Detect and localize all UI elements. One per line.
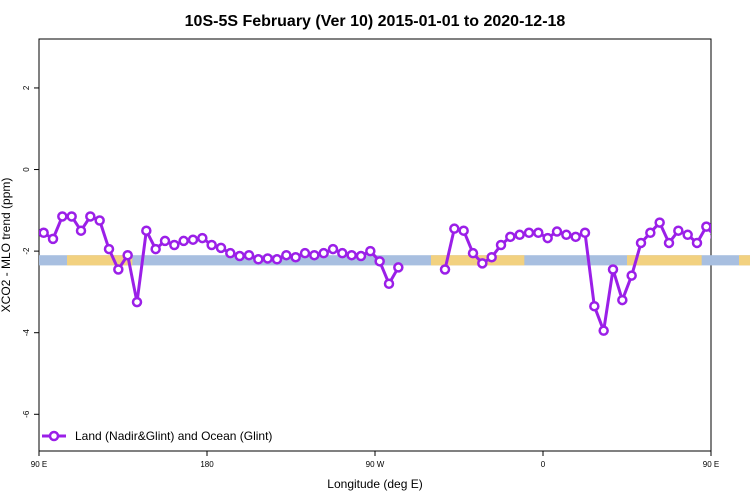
plot-frame (38, 38, 712, 452)
data-point (243, 249, 255, 261)
data-point (740, 227, 748, 235)
data-point (682, 229, 693, 241)
x-tick-label: 180 (200, 460, 214, 469)
legend-label: Land (Nadir&Glint) and Ocean (Glint) (75, 429, 272, 443)
data-point (505, 231, 516, 243)
data-point (458, 225, 469, 236)
data-point (701, 221, 711, 232)
plot-area (38, 38, 750, 452)
data-point (318, 247, 329, 259)
legend: Land (Nadir&Glint) and Ocean (Glint) (42, 429, 272, 443)
data-point (598, 325, 609, 336)
data-point (570, 231, 581, 243)
data-point (94, 215, 105, 226)
data-point (187, 234, 199, 245)
data-point (721, 235, 729, 243)
data-point (75, 225, 87, 236)
series-line (443, 221, 711, 333)
data-point (262, 253, 273, 264)
data-point (617, 294, 628, 306)
land-band-segment (67, 255, 133, 266)
data-point (654, 217, 665, 228)
data-point (730, 243, 738, 251)
data-point (103, 243, 115, 255)
x-tick-label: 0 (541, 460, 546, 469)
x-tick-label: 90 W (366, 460, 385, 469)
data-point (206, 239, 217, 251)
legend-marker-swatch (48, 430, 60, 442)
data-point (365, 245, 376, 257)
data-point (57, 211, 68, 222)
data-point (290, 251, 301, 263)
data-point (635, 237, 647, 249)
data-point (710, 234, 711, 240)
data-point (374, 256, 385, 267)
y-tick-label: 0 (22, 167, 31, 172)
data-point (122, 249, 133, 261)
data-point (150, 243, 161, 255)
y-tick-label: 2 (22, 85, 31, 90)
data-point (663, 237, 675, 249)
data-point (215, 242, 227, 254)
data-point (39, 227, 49, 239)
data-point (551, 226, 563, 237)
y-tick-label: -2 (22, 247, 31, 255)
data-point (589, 300, 600, 312)
data-point (561, 229, 572, 241)
data-point (66, 211, 77, 222)
x-axis-ticks: 90 E 180 90 W 0 90 E (31, 451, 719, 469)
data-point (439, 264, 451, 275)
data-point (327, 243, 339, 255)
chart-title: 10S-5S February (Ver 10) 2015-01-01 to 2… (185, 13, 566, 30)
data-point (495, 239, 507, 251)
data-point (673, 225, 684, 236)
land-band-segment (627, 255, 702, 266)
data-point (523, 227, 535, 239)
data-point (131, 296, 143, 308)
land-band-segment (739, 255, 750, 266)
data-point (141, 225, 152, 236)
data-point (477, 258, 488, 269)
data-point (299, 247, 311, 259)
data-point (514, 229, 525, 241)
y-axis-ticks: 2 0 -2 -4 -6 (22, 85, 39, 418)
data-point (85, 211, 96, 222)
data-point (197, 232, 208, 244)
data-point (355, 250, 367, 262)
data-point (337, 247, 348, 259)
data-point (271, 254, 283, 265)
data-point (691, 237, 703, 249)
data-point (113, 264, 124, 275)
data-point (645, 227, 656, 239)
data-point (234, 250, 245, 262)
x-tick-label: 90 E (31, 460, 47, 469)
data-point (253, 254, 264, 265)
data-point (607, 264, 619, 275)
ocean-band (39, 255, 750, 266)
y-tick-label: -4 (22, 329, 31, 337)
x-axis-label: Longitude (deg E) (327, 477, 422, 491)
data-point (393, 262, 404, 273)
y-tick-label: -6 (22, 410, 31, 418)
data-point (383, 278, 395, 290)
x-tick-label: 90 E (703, 460, 719, 469)
data-point (626, 270, 637, 281)
data-point (346, 249, 357, 261)
data-point (533, 227, 544, 239)
data-point (47, 233, 59, 245)
data-point (159, 235, 171, 247)
data-point (178, 235, 189, 247)
data-point (281, 249, 292, 261)
data-point (486, 251, 497, 263)
data-point (309, 249, 320, 261)
data-point (579, 227, 591, 239)
data-point (542, 232, 553, 244)
data-point (225, 247, 236, 259)
data-point (449, 223, 460, 234)
data-series (39, 211, 748, 336)
data-point (169, 239, 180, 251)
data-point (467, 247, 479, 259)
y-axis-label: XCO2 - MLO trend (ppm) (0, 178, 13, 313)
